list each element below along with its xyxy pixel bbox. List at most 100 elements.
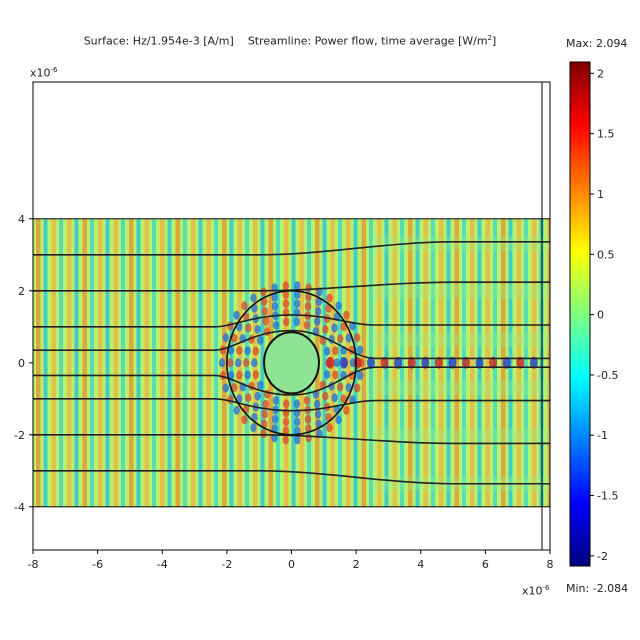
scatter-lobe bbox=[233, 310, 240, 320]
scatter-lobe bbox=[354, 333, 361, 343]
scatter-lobe bbox=[322, 391, 329, 401]
scatter-lobe bbox=[234, 358, 242, 368]
scatter-lobe bbox=[349, 395, 356, 405]
scatter-lobe bbox=[236, 322, 243, 332]
scatter-lobe bbox=[314, 306, 322, 316]
wave-crest bbox=[82, 218, 87, 507]
shadow-spot bbox=[394, 356, 403, 369]
scatter-lobe bbox=[282, 417, 290, 427]
wave-crest bbox=[485, 218, 490, 507]
scatter-lobe bbox=[293, 399, 300, 409]
colorbar-ticks: 2 1.5 1 0.5 0 -0.5 -1 -1.5 -2 bbox=[590, 67, 618, 563]
wave-crest bbox=[129, 218, 134, 507]
scatter-lobe bbox=[282, 426, 290, 436]
scatter-lobe bbox=[282, 290, 290, 300]
scatter-lobe bbox=[245, 323, 252, 333]
scatter-lobe bbox=[331, 323, 338, 333]
wave-trough bbox=[322, 218, 327, 507]
scatter-lobe bbox=[260, 297, 268, 307]
shadow-spot bbox=[380, 356, 389, 369]
shadow-spot bbox=[421, 356, 430, 369]
scatter-lobe bbox=[332, 370, 339, 380]
wave-trough bbox=[59, 218, 63, 507]
y-axis-exponent: x10-6 bbox=[30, 66, 58, 80]
scatter-lobe bbox=[305, 283, 312, 293]
scatter-lobe bbox=[226, 358, 234, 368]
wave-crest bbox=[36, 218, 41, 507]
wave-modulation bbox=[372, 332, 550, 347]
wave-modulation bbox=[372, 236, 550, 251]
wave-crest bbox=[470, 218, 475, 507]
scatter-lobe bbox=[260, 429, 267, 439]
shadow-spot bbox=[529, 356, 538, 369]
scatter-lobe bbox=[294, 435, 301, 445]
outer-circle bbox=[226, 289, 357, 436]
scatter-lobe bbox=[272, 395, 280, 405]
scatter-lobe bbox=[282, 408, 290, 418]
scatter-lobe bbox=[343, 310, 350, 320]
colorbar-tick-label: -0.5 bbox=[597, 369, 618, 382]
wave-trough bbox=[74, 218, 79, 507]
wave-crest bbox=[175, 218, 180, 507]
wave-crest bbox=[51, 218, 56, 507]
scatter-lobe bbox=[293, 290, 301, 300]
wave-modulation bbox=[372, 284, 550, 299]
scatter-lobe bbox=[236, 370, 243, 380]
x-tick-label: 6 bbox=[482, 558, 489, 571]
scatter-lobe bbox=[323, 346, 331, 356]
shadow-spot bbox=[489, 356, 498, 369]
scatter-lobe bbox=[332, 346, 339, 356]
colorbar-tick-label: 0.5 bbox=[597, 248, 615, 261]
scatter-lobe bbox=[303, 320, 311, 330]
wave-trough bbox=[431, 218, 435, 507]
y-tick-label: -4 bbox=[14, 501, 25, 514]
scatter-lobe bbox=[356, 345, 364, 355]
scatter-lobe bbox=[257, 380, 264, 390]
scatter-lobe bbox=[326, 423, 333, 433]
shadow-spot bbox=[366, 356, 375, 369]
shadow-spot bbox=[475, 356, 484, 369]
shadow-spot bbox=[407, 356, 416, 369]
y-tick-label: 2 bbox=[18, 285, 25, 298]
wave-crest bbox=[377, 218, 382, 507]
scatter-lobe bbox=[222, 333, 229, 343]
scatter-lobe bbox=[261, 409, 269, 419]
scatter-lobe bbox=[331, 393, 338, 403]
field-scattered-pattern bbox=[218, 281, 538, 445]
scatter-lobe bbox=[227, 395, 234, 405]
scatter-lobe bbox=[243, 358, 250, 368]
scatter-lobe bbox=[340, 322, 347, 332]
scatter-lobe bbox=[260, 287, 267, 297]
scatter-lobe bbox=[257, 335, 264, 345]
colorbar-max-label: Max: 2.094 bbox=[566, 37, 628, 50]
scatter-lobe bbox=[345, 333, 352, 343]
scatter-lobe bbox=[271, 292, 278, 302]
scatter-lobe bbox=[337, 334, 344, 344]
scatter-lobe bbox=[313, 399, 321, 409]
wave-crest bbox=[160, 218, 165, 507]
scatter-lobe bbox=[322, 324, 329, 334]
wave-trough bbox=[136, 218, 141, 507]
scatter-lobe bbox=[335, 415, 342, 425]
colorbar-tick-label: 1.5 bbox=[597, 128, 615, 141]
scatter-lobe bbox=[241, 301, 248, 311]
wave-trough bbox=[260, 218, 265, 507]
scatter-lobe bbox=[227, 370, 235, 380]
scatter-lobe bbox=[340, 394, 347, 404]
scatter-lobe bbox=[271, 424, 278, 434]
shadow-spot bbox=[448, 356, 457, 369]
scatter-lobe bbox=[244, 346, 251, 356]
scatter-lobe bbox=[262, 316, 270, 326]
scatter-lobe bbox=[304, 414, 312, 424]
scatter-lobe bbox=[343, 405, 350, 415]
scatter-lobe bbox=[254, 324, 261, 334]
scatter-lobe bbox=[252, 346, 260, 356]
colorbar-tick-label: 2 bbox=[597, 67, 604, 80]
scatter-lobe bbox=[326, 293, 333, 303]
scatter-lobe bbox=[315, 297, 323, 307]
scatter-lobe bbox=[293, 408, 301, 418]
scatter-lobe bbox=[260, 419, 268, 429]
streamline bbox=[33, 314, 550, 328]
shadow-spot bbox=[434, 356, 443, 369]
